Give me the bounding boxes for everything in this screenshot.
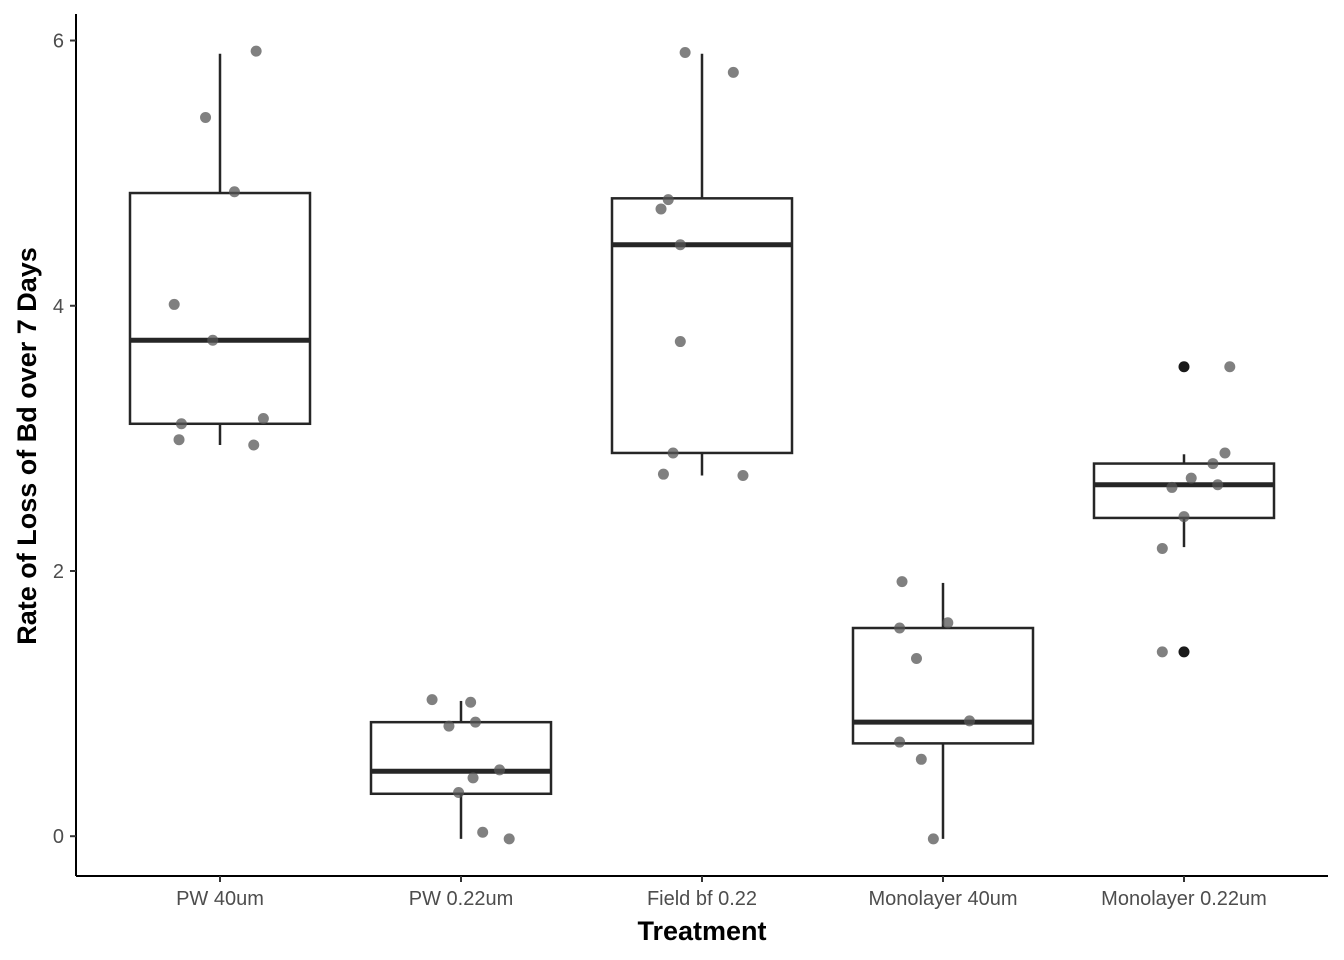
data-point bbox=[250, 45, 262, 57]
data-point bbox=[1224, 361, 1236, 373]
y-tick-label: 2 bbox=[53, 561, 64, 583]
y-axis-title: Rate of Loss of Bd over 7 Days bbox=[12, 247, 42, 645]
data-point bbox=[443, 720, 455, 732]
data-point bbox=[1207, 458, 1219, 470]
boxes-layer bbox=[128, 53, 1276, 839]
data-point bbox=[228, 186, 240, 198]
x-tick-label: Monolayer 0.22um bbox=[1101, 888, 1267, 910]
box-group bbox=[1092, 361, 1276, 658]
box-group bbox=[851, 582, 1035, 839]
data-point bbox=[1212, 479, 1224, 491]
data-point bbox=[942, 617, 954, 629]
box-iqr bbox=[369, 720, 553, 796]
box-group bbox=[369, 700, 553, 839]
box-iqr bbox=[851, 626, 1035, 745]
data-point bbox=[200, 111, 212, 123]
data-point bbox=[494, 764, 506, 776]
y-tick-label: 6 bbox=[53, 31, 64, 53]
data-point bbox=[477, 826, 489, 838]
y-tick-label: 0 bbox=[53, 826, 64, 848]
box-iqr bbox=[128, 191, 312, 426]
data-point bbox=[896, 576, 908, 588]
x-tick-label: PW 40um bbox=[176, 888, 264, 910]
data-point bbox=[894, 622, 906, 634]
data-point bbox=[964, 715, 976, 727]
data-point bbox=[469, 716, 481, 728]
data-point bbox=[1156, 542, 1168, 554]
data-point bbox=[426, 694, 438, 706]
data-point bbox=[737, 470, 749, 482]
y-tick-label: 4 bbox=[53, 296, 64, 318]
data-point bbox=[173, 434, 185, 446]
data-point bbox=[657, 468, 669, 480]
data-point bbox=[727, 66, 739, 78]
data-point bbox=[207, 334, 219, 346]
data-point bbox=[175, 418, 187, 430]
data-point bbox=[1156, 646, 1168, 658]
box-group bbox=[610, 53, 794, 476]
axes-layer: 0 2 4 6 PW 40um PW 0.22um Field bf 0.22 Monolay… bbox=[53, 14, 1328, 910]
box-group bbox=[128, 53, 312, 445]
x-tick-label: PW 0.22um bbox=[409, 888, 513, 910]
data-point bbox=[453, 786, 465, 798]
data-point bbox=[1166, 481, 1178, 493]
data-point bbox=[467, 772, 479, 784]
data-point bbox=[257, 412, 269, 424]
data-point bbox=[927, 833, 939, 845]
data-point bbox=[910, 653, 922, 665]
x-tick-label: Monolayer 40um bbox=[869, 888, 1018, 910]
data-point bbox=[168, 298, 180, 310]
box-iqr bbox=[610, 197, 794, 455]
outlier-point bbox=[1178, 646, 1190, 658]
data-point bbox=[248, 439, 260, 451]
data-point bbox=[915, 753, 927, 765]
data-point bbox=[662, 194, 674, 206]
points-layer bbox=[168, 45, 1236, 845]
data-point bbox=[1178, 511, 1190, 523]
data-point bbox=[674, 336, 686, 348]
x-axis-title: Treatment bbox=[637, 916, 766, 946]
x-tick-label: Field bf 0.22 bbox=[647, 888, 757, 910]
data-point bbox=[465, 696, 477, 708]
data-point bbox=[503, 833, 515, 845]
data-point bbox=[679, 46, 691, 58]
data-point bbox=[655, 203, 667, 215]
box-iqr bbox=[1092, 462, 1276, 520]
data-point bbox=[1185, 472, 1197, 484]
data-point bbox=[1219, 447, 1231, 459]
data-point bbox=[894, 736, 906, 748]
data-point bbox=[674, 239, 686, 251]
data-point bbox=[667, 447, 679, 459]
outlier-point bbox=[1178, 361, 1190, 373]
